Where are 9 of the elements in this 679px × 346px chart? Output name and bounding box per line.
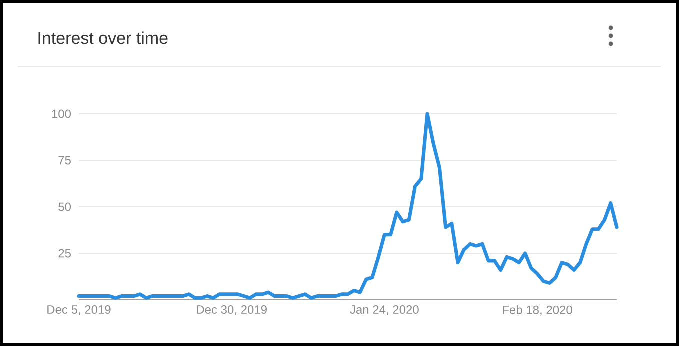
y-tick-label: 75 <box>58 156 71 165</box>
x-tick-label: Dec 5, 2019 <box>48 306 111 316</box>
y-tick-label: 50 <box>58 202 72 212</box>
y-tick-label: 25 <box>58 249 71 258</box>
x-tick-label: Dec 30, 2019 <box>197 306 267 316</box>
x-tick-label: Feb 18, 2020 <box>503 306 572 316</box>
chart-title: Interest over time <box>38 32 168 44</box>
x-tick-label: Jan 24, 2020 <box>350 306 419 316</box>
y-tick-label: 100 <box>52 110 72 118</box>
